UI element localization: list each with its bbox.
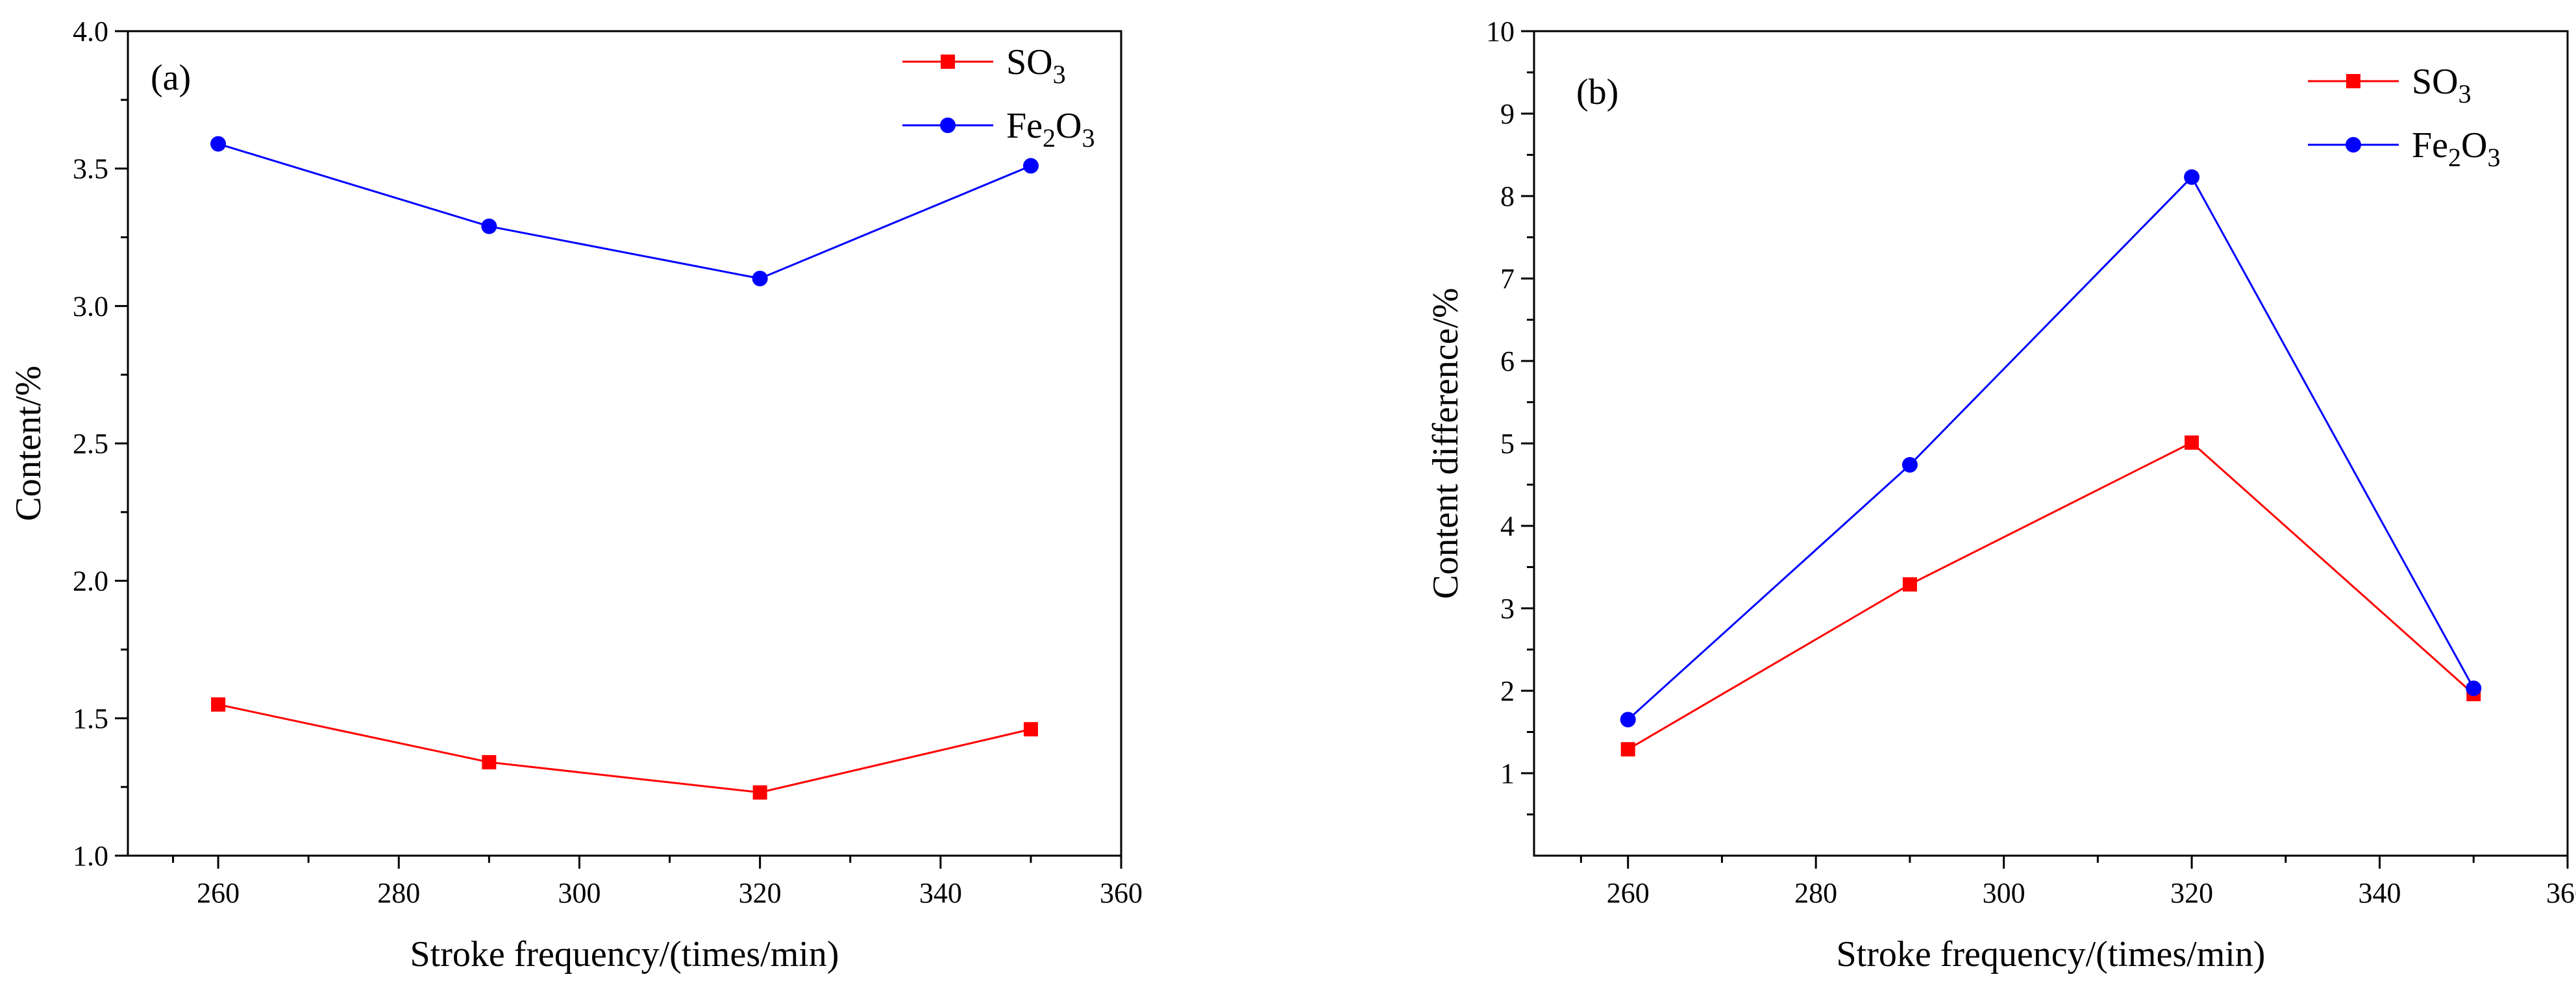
legend-marker-circle	[940, 118, 956, 133]
chart-panel-b: 26028030032034036012345678910Stroke freq…	[1426, 16, 2576, 974]
y-axis-label: Content/%	[8, 366, 49, 521]
x-tick-label: 360	[1100, 877, 1143, 909]
chart-panel-a: 260 280 300 320 340 360 1.0 1.5 2.0 2.5 3.0 3.5 4.0 S…	[8, 16, 1143, 974]
plot-frame	[127, 30, 1122, 857]
series-SO3	[211, 697, 1038, 800]
data-point-square	[482, 755, 497, 770]
data-point-square	[1902, 577, 1917, 592]
legend-marker-square	[2346, 74, 2360, 88]
legend-entry-SO3: SO3	[902, 42, 1066, 89]
legend-text: O	[1056, 106, 1082, 146]
legend-subscript: 2	[1043, 123, 1056, 153]
legend-text: SO	[1006, 42, 1053, 82]
y-tick-label: 2	[1500, 675, 1515, 707]
y-tick-label: 1.0	[73, 840, 108, 872]
panel-label: (b)	[1576, 72, 1618, 112]
x-tick-label: 260	[197, 877, 240, 909]
x-tick-label: 340	[919, 877, 962, 909]
y-tick-label: 6	[1500, 345, 1515, 377]
y-tick-label: 1.5	[73, 702, 108, 734]
legend-label: Fe2O3	[1006, 106, 1095, 153]
x-tick-label: 320	[739, 877, 782, 909]
x-tick-label: 320	[2170, 877, 2213, 909]
data-point-circle	[2184, 169, 2200, 185]
y-tick-label: 7	[1500, 263, 1515, 295]
x-tick-label: 280	[377, 877, 420, 909]
y-tick-label: 8	[1500, 180, 1515, 212]
y-tick-label: 1	[1500, 758, 1515, 789]
series-line	[217, 703, 1032, 794]
series-SO3	[1620, 435, 2481, 757]
series-line	[217, 143, 1032, 280]
y-tick-label: 9	[1500, 98, 1515, 130]
series-line	[1627, 441, 2475, 750]
data-point-circle	[1022, 158, 1039, 174]
y-axis-label: Content difference/%	[1426, 288, 1466, 599]
y-tick-label: 4	[1500, 510, 1515, 542]
y-tick-label: 2.0	[73, 565, 108, 597]
y-tick-label: 5	[1500, 428, 1515, 460]
legend-entry-SO3: SO3	[2308, 62, 2471, 108]
legend-text: SO	[2412, 62, 2458, 102]
legend-entry-Fe2O3: Fe2O3	[2308, 125, 2500, 172]
legend-subscript: 3	[2458, 79, 2471, 108]
x-axis-label: Stroke frequency/(times/min)	[410, 934, 839, 974]
legend-text: O	[2461, 125, 2487, 166]
legend-subscript: 3	[1053, 60, 1066, 89]
y-tick-label: 4.0	[73, 16, 108, 47]
legend-marker-square	[941, 55, 955, 69]
legend-label: SO3	[2412, 62, 2471, 108]
x-tick-label: 340	[2359, 877, 2401, 909]
series-Fe2O3	[1620, 169, 2482, 728]
legend-text: Fe	[1006, 106, 1043, 146]
series-line	[1627, 175, 2475, 721]
data-point-circle	[481, 218, 497, 234]
data-point-circle	[1901, 457, 1918, 473]
data-point-square	[2185, 435, 2199, 450]
data-point-square	[1023, 722, 1038, 737]
legend-subscript: 3	[1082, 123, 1095, 153]
data-point-circle	[752, 271, 768, 286]
legend-text: Fe	[2412, 125, 2448, 166]
legend-label: SO3	[1006, 42, 1066, 89]
x-tick-label: 300	[1983, 877, 2025, 909]
y-tick-label: 3.0	[73, 290, 108, 322]
series-Fe2O3	[210, 136, 1039, 286]
legend-entry-Fe2O3: Fe2O3	[902, 106, 1095, 153]
data-point-circle	[1620, 712, 1636, 728]
legend-subscript: 2	[2448, 143, 2461, 172]
legend-marker-circle	[2346, 137, 2361, 153]
y-tick-label: 10	[1486, 16, 1515, 47]
legend-label: Fe2O3	[2412, 125, 2500, 172]
x-tick-label: 300	[558, 877, 601, 909]
data-point-circle	[2466, 680, 2482, 697]
x-tick-label: 280	[1794, 877, 1837, 909]
x-axis-label: Stroke frequency/(times/min)	[1837, 934, 2266, 974]
x-tick-label: 260	[1607, 877, 1650, 909]
y-tick-label: 3.5	[73, 153, 108, 185]
y-tick-label: 3	[1500, 593, 1515, 625]
panel-label: (a)	[151, 58, 191, 98]
data-point-square	[752, 785, 767, 800]
data-point-square	[211, 697, 226, 712]
legend-subscript: 3	[2487, 143, 2500, 172]
data-point-square	[1620, 742, 1635, 757]
y-tick-label: 2.5	[73, 428, 108, 460]
data-point-circle	[210, 136, 227, 152]
x-tick-label: 360	[2546, 877, 2576, 909]
